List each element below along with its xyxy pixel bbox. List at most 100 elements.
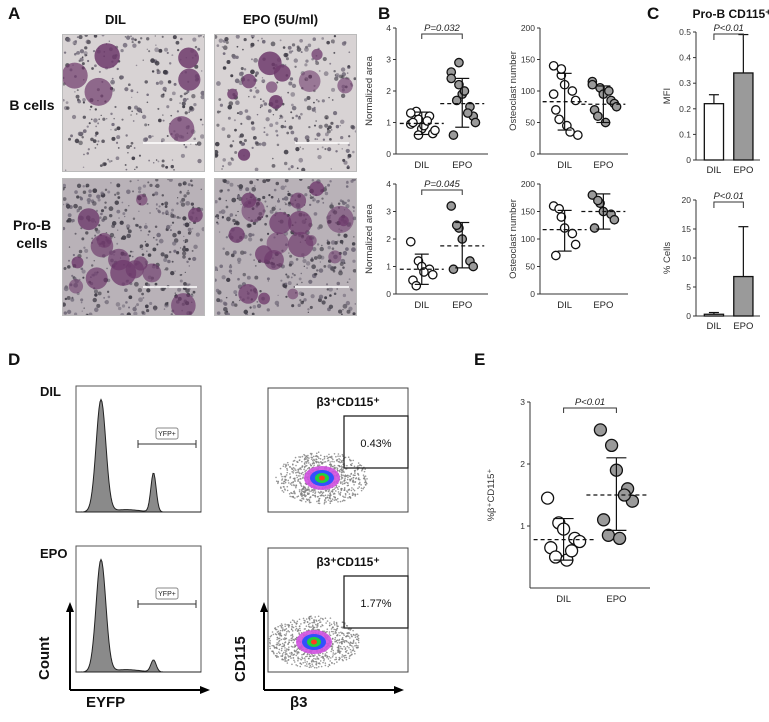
cell-dot bbox=[340, 67, 346, 72]
event-dot bbox=[313, 657, 315, 660]
event-dot bbox=[324, 617, 327, 620]
y-tick-label: 20 bbox=[682, 195, 692, 205]
event-dot bbox=[344, 648, 347, 651]
cell-dot bbox=[137, 287, 143, 293]
cell-dot bbox=[108, 40, 111, 42]
event-dot bbox=[338, 649, 340, 652]
y-tick-label: 0.5 bbox=[679, 27, 691, 37]
y-tick-label: 2 bbox=[386, 234, 391, 244]
cell-dot bbox=[263, 102, 268, 106]
event-dot bbox=[286, 461, 289, 464]
cell-dot bbox=[310, 294, 315, 299]
event-dot bbox=[304, 661, 306, 663]
event-dot bbox=[287, 482, 290, 484]
cell-dot bbox=[291, 232, 294, 234]
cell-dot bbox=[254, 275, 259, 280]
cell-dot bbox=[103, 296, 106, 299]
cell-dot bbox=[302, 148, 304, 150]
cell-dot bbox=[92, 297, 97, 303]
event-dot bbox=[307, 460, 310, 462]
event-dot bbox=[282, 465, 285, 468]
cell-dot bbox=[255, 141, 260, 146]
cell-dot bbox=[300, 51, 303, 53]
event-dot bbox=[303, 468, 305, 471]
cell-dot bbox=[225, 236, 229, 239]
event-dot bbox=[291, 625, 293, 628]
cell-dot bbox=[183, 194, 187, 198]
event-dot bbox=[332, 652, 335, 654]
cell-dot bbox=[251, 146, 254, 150]
cell-dot bbox=[94, 64, 97, 68]
event-dot bbox=[305, 663, 308, 665]
cell-dot bbox=[63, 51, 67, 54]
event-dot bbox=[317, 451, 320, 454]
y-axis-label: MFI bbox=[662, 88, 673, 104]
event-dot bbox=[286, 624, 288, 626]
cell-dot bbox=[285, 273, 288, 276]
cell-dot bbox=[236, 257, 242, 263]
event-dot bbox=[296, 653, 299, 655]
cell-dot bbox=[271, 157, 274, 160]
event-dot bbox=[330, 465, 332, 467]
event-dot bbox=[343, 487, 346, 489]
cell-dot bbox=[342, 201, 346, 206]
cell-dot bbox=[291, 43, 296, 47]
cell-dot bbox=[315, 120, 317, 122]
cell-dot bbox=[195, 232, 200, 237]
cell-dot bbox=[311, 257, 313, 259]
cell-dot bbox=[225, 199, 227, 202]
cell-dot bbox=[115, 156, 120, 161]
event-dot bbox=[333, 466, 336, 469]
cell-dot bbox=[219, 264, 224, 269]
cell-dot bbox=[203, 36, 204, 38]
event-dot bbox=[280, 487, 282, 489]
event-dot bbox=[350, 651, 352, 653]
event-dot bbox=[331, 498, 334, 500]
event-dot bbox=[340, 647, 342, 650]
osteoclast bbox=[77, 208, 100, 231]
cell-dot bbox=[188, 111, 190, 114]
cell-dot bbox=[327, 264, 332, 269]
y-tick-label: 150 bbox=[521, 55, 535, 65]
cell-dot bbox=[301, 281, 303, 284]
event-dot bbox=[285, 657, 287, 659]
event-dot bbox=[281, 627, 284, 629]
cell-dot bbox=[148, 50, 151, 53]
cell-dot bbox=[169, 98, 173, 102]
cell-dot bbox=[64, 186, 66, 189]
cell-dot bbox=[183, 92, 187, 96]
event-dot bbox=[350, 489, 353, 492]
cell-dot bbox=[316, 148, 319, 151]
cell-dot bbox=[182, 240, 185, 242]
cell-dot bbox=[300, 272, 303, 275]
event-dot bbox=[321, 624, 324, 627]
cell-dot bbox=[122, 212, 126, 216]
cell-dot bbox=[116, 135, 121, 140]
event-dot bbox=[296, 664, 299, 667]
event-dot bbox=[352, 493, 355, 495]
event-dot bbox=[302, 485, 305, 488]
event-dot bbox=[363, 477, 366, 479]
cell-dot bbox=[120, 312, 125, 315]
cell-dot bbox=[106, 267, 108, 270]
cell-dot bbox=[288, 125, 293, 130]
cell-dot bbox=[171, 54, 174, 57]
event-dot bbox=[324, 664, 327, 667]
event-dot bbox=[308, 490, 311, 492]
cell-dot bbox=[291, 50, 294, 53]
cell-dot bbox=[136, 303, 140, 307]
cell-dot bbox=[82, 129, 87, 134]
event-dot bbox=[296, 471, 298, 474]
cell-dot bbox=[218, 231, 221, 233]
event-dot bbox=[311, 459, 314, 462]
event-dot bbox=[279, 643, 282, 646]
cell-dot bbox=[216, 222, 220, 225]
cell-dot bbox=[135, 64, 138, 67]
event-dot bbox=[317, 625, 319, 627]
event-dot bbox=[276, 643, 279, 646]
event-dot bbox=[294, 497, 296, 499]
cell-dot bbox=[164, 89, 167, 92]
cell-dot bbox=[304, 63, 308, 67]
event-dot bbox=[344, 494, 347, 496]
panel-label-c: C bbox=[647, 4, 660, 23]
